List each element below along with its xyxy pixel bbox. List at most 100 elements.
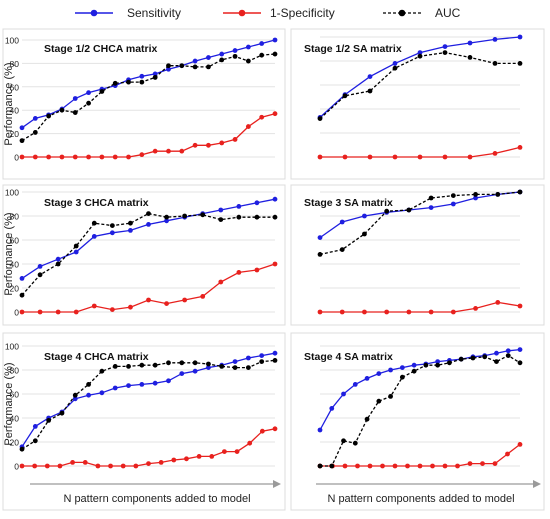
point-sensitivity xyxy=(467,40,473,46)
point-sensitivity xyxy=(272,350,278,356)
point-auc xyxy=(259,359,265,364)
point-auc xyxy=(417,53,423,59)
point-auc xyxy=(200,212,206,218)
point-1-specificity xyxy=(179,148,185,154)
point-1-specificity xyxy=(206,142,211,148)
y-axis-label-row-2: Performance (%) xyxy=(3,212,15,295)
point-auc xyxy=(364,416,370,422)
point-1-specificity xyxy=(120,463,126,469)
series-1-specificity xyxy=(317,300,523,315)
point-1-specificity xyxy=(467,154,473,160)
chart-title: Stage 4 CHCA matrix xyxy=(44,351,149,363)
point-auc xyxy=(450,193,456,199)
point-auc xyxy=(166,360,171,366)
point-auc xyxy=(423,362,429,368)
y-tick-label: 20 xyxy=(10,129,20,139)
point-sensitivity xyxy=(259,353,265,358)
point-sensitivity xyxy=(317,235,323,241)
point-sensitivity xyxy=(236,204,242,209)
point-1-specificity xyxy=(317,154,323,160)
y-tick-label: 40 xyxy=(10,106,20,116)
point-1-specificity xyxy=(146,297,151,303)
chart-title: Stage 3 CHCA matrix xyxy=(44,197,149,209)
point-1-specificity xyxy=(200,294,206,299)
point-auc xyxy=(254,214,260,220)
point-1-specificity xyxy=(126,154,131,160)
point-auc xyxy=(219,57,225,63)
point-auc xyxy=(91,220,97,226)
point-sensitivity xyxy=(245,355,251,361)
point-1-specificity xyxy=(182,297,188,303)
point-1-specificity xyxy=(342,463,348,469)
point-1-specificity xyxy=(164,301,169,306)
series-1-specificity xyxy=(19,261,278,315)
point-auc xyxy=(470,355,476,361)
point-auc xyxy=(112,80,118,86)
point-sensitivity xyxy=(505,348,511,354)
y-tick-label: 80 xyxy=(10,366,20,376)
point-auc xyxy=(126,364,131,369)
panel-frame-1 xyxy=(2,28,286,180)
point-sensitivity xyxy=(99,390,105,396)
point-1-specificity xyxy=(184,456,189,462)
point-auc xyxy=(19,138,25,144)
point-1-specificity xyxy=(166,148,171,154)
point-1-specificity xyxy=(232,137,238,142)
point-sensitivity xyxy=(166,378,171,384)
point-sensitivity xyxy=(73,249,79,255)
point-1-specificity xyxy=(91,303,97,309)
point-sensitivity xyxy=(109,230,115,236)
point-auc xyxy=(19,446,25,452)
point-1-specificity xyxy=(95,463,101,469)
point-1-specificity xyxy=(55,309,61,315)
chart-title: Stage 1/2 SA matrix xyxy=(304,43,402,55)
point-1-specificity xyxy=(505,451,510,457)
point-1-specificity xyxy=(32,154,38,160)
panels: 0 20 40 60 80 100 Stage 1/2 CHCA matrix Stage 1… xyxy=(5,34,523,472)
point-auc xyxy=(206,361,211,367)
point-sensitivity xyxy=(399,365,405,370)
panel-frame-6 xyxy=(290,332,545,511)
point-auc xyxy=(494,359,499,364)
point-sensitivity xyxy=(376,371,382,376)
point-auc xyxy=(192,64,198,70)
y-axis-label-row-1: Performance (%) xyxy=(3,62,15,145)
point-auc xyxy=(32,438,38,444)
point-auc xyxy=(406,207,412,213)
point-sensitivity xyxy=(232,359,238,364)
series-line-auc xyxy=(21,359,276,450)
point-1-specificity xyxy=(339,309,345,315)
point-auc xyxy=(139,362,145,368)
panel-frame-2 xyxy=(290,28,545,180)
series-line-1-specificity xyxy=(22,428,276,467)
y-tick-label: 60 xyxy=(10,390,20,400)
point-1-specificity xyxy=(367,154,373,160)
y-tick-label: 60 xyxy=(10,82,20,92)
legend-label-auc: AUC xyxy=(435,6,461,20)
point-auc xyxy=(99,89,105,94)
y-tick-label: 40 xyxy=(10,260,20,270)
point-sensitivity xyxy=(86,90,91,96)
point-1-specificity xyxy=(99,154,105,160)
point-sensitivity xyxy=(339,219,345,225)
point-1-specificity xyxy=(259,428,265,434)
chart-title: Stage 4 SA matrix xyxy=(304,351,393,363)
y-tick-label: 80 xyxy=(10,212,20,222)
point-1-specificity xyxy=(317,309,323,315)
point-sensitivity xyxy=(272,37,278,43)
point-1-specificity xyxy=(442,463,448,469)
point-auc xyxy=(467,55,473,60)
point-1-specificity xyxy=(109,307,115,312)
point-1-specificity xyxy=(234,449,240,454)
point-sensitivity xyxy=(341,391,346,397)
point-1-specificity xyxy=(57,463,63,469)
point-auc xyxy=(206,64,211,70)
point-auc xyxy=(329,463,335,469)
point-auc xyxy=(19,292,25,298)
point-1-specificity xyxy=(247,440,253,446)
point-auc xyxy=(388,394,393,399)
legend: Sensitivity 1-Specificity AUC xyxy=(75,6,461,20)
y-tick-label: 100 xyxy=(5,36,19,46)
point-1-specificity xyxy=(492,461,498,466)
point-sensitivity xyxy=(494,350,499,356)
